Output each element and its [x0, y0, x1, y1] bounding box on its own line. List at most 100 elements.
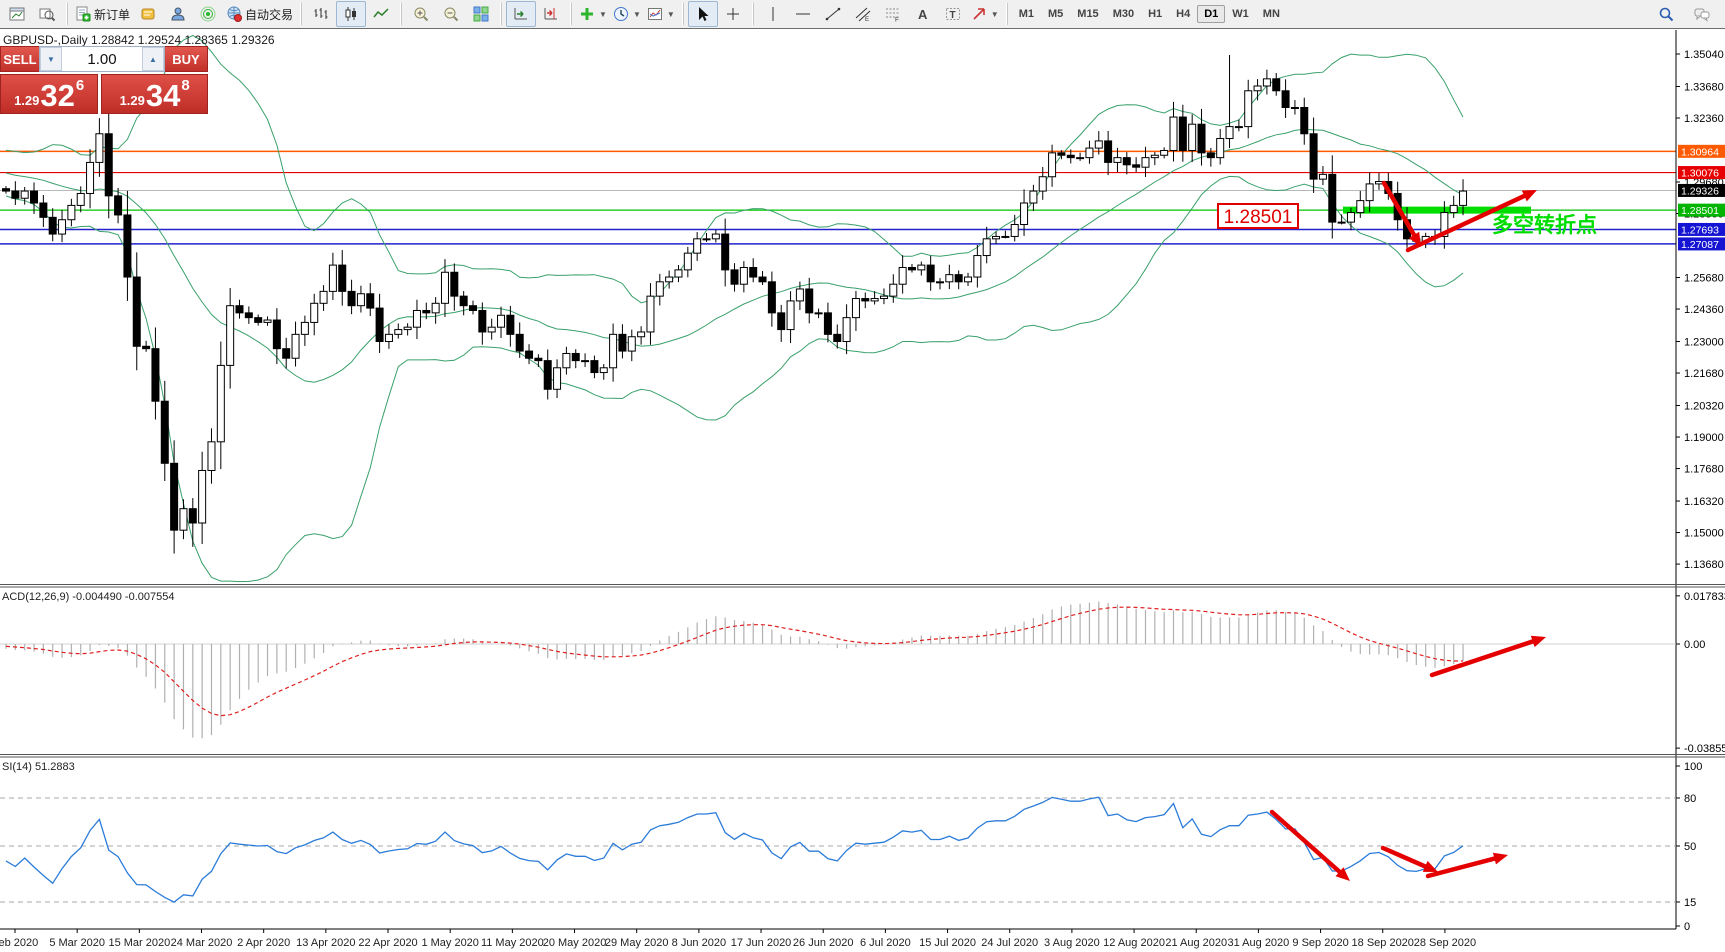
svg-text:-0.038559: -0.038559	[1684, 743, 1725, 755]
dropdown-arrow-icon: ▼	[632, 9, 641, 19]
trend-arrow-4[interactable]	[1269, 809, 1345, 877]
trend-arrow-3[interactable]	[1429, 637, 1539, 678]
price-label-box[interactable]	[1217, 203, 1299, 229]
timeframe-m15-button[interactable]: M15	[1077, 8, 1099, 20]
toolbar-separator	[400, 3, 403, 25]
candlesticks	[2, 54, 1468, 554]
toolbar-separator	[1005, 3, 1008, 25]
signals-button[interactable]	[193, 1, 223, 27]
bid-quote[interactable]: 1.29 32 6	[0, 74, 99, 114]
svg-text:6 Jul 2020: 6 Jul 2020	[860, 937, 911, 949]
volume-value[interactable]: 1.00	[87, 50, 117, 68]
periods-icon	[613, 7, 628, 21]
new-chart-button[interactable]	[2, 1, 32, 27]
chart-title: GBPUSD-,Daily 1.28842 1.29524 1.28365 1.…	[3, 33, 275, 47]
new-chart-icon	[9, 7, 25, 21]
fibonacci-button[interactable]: F	[878, 1, 908, 27]
chart-shift-button[interactable]	[536, 1, 566, 27]
text-label-button[interactable]: T	[938, 1, 968, 27]
timeframe-w1-button[interactable]: W1	[1232, 8, 1249, 20]
auto-scroll-button[interactable]	[506, 1, 537, 27]
zoom-out-button[interactable]	[436, 1, 466, 27]
buy-button[interactable]: BUY	[165, 46, 208, 72]
svg-text:50: 50	[1684, 841, 1696, 853]
experts-button[interactable]	[163, 1, 193, 27]
rsi-panel[interactable]	[0, 796, 1676, 903]
profiles-button[interactable]	[32, 1, 62, 27]
arrows-button[interactable]: ▼	[968, 1, 1002, 27]
cursor-button[interactable]	[687, 1, 718, 27]
rsi-axis: 100 80 50 15 0 SI(14) 51.2883	[2, 761, 1702, 933]
macd-signal-line	[5, 606, 1463, 717]
rsi-line	[5, 796, 1464, 903]
svg-text:T: T	[949, 10, 955, 21]
svg-text:15 Jul 2020: 15 Jul 2020	[919, 937, 976, 949]
trend-arrow-6[interactable]	[1425, 855, 1501, 879]
candlestick-style-button[interactable]	[336, 1, 367, 27]
svg-text:0.00: 0.00	[1684, 639, 1705, 651]
svg-text:1.27087: 1.27087	[1681, 239, 1719, 251]
trend-arrow-2[interactable]	[1405, 191, 1531, 253]
autotrading-button[interactable]: 自动交易	[223, 1, 296, 27]
search-button[interactable]	[1651, 1, 1681, 27]
volume-spinner: ▼ 1.00 ▲	[39, 46, 165, 72]
horizontal-line-button[interactable]	[788, 1, 818, 27]
indicators-button[interactable]: ▼	[576, 1, 610, 27]
text-button[interactable]: A	[908, 1, 938, 27]
horizontal-line-objects[interactable]	[0, 150, 1676, 245]
ask-quote[interactable]: 1.29 34 8	[101, 74, 208, 114]
macd-panel[interactable]	[0, 601, 1676, 739]
svg-text:2 Apr 2020: 2 Apr 2020	[237, 937, 290, 949]
timeframe-h4-button[interactable]: H4	[1176, 8, 1191, 20]
volume-increase-button[interactable]: ▲	[142, 47, 164, 71]
svg-text:20 May 2020: 20 May 2020	[543, 937, 607, 949]
svg-text:1.15000: 1.15000	[1684, 528, 1724, 540]
trend-arrow-1[interactable]	[1381, 180, 1419, 241]
tile-windows-button[interactable]	[466, 1, 496, 27]
svg-text:1.17680: 1.17680	[1684, 464, 1724, 476]
line-chart-style-button[interactable]	[366, 1, 396, 27]
svg-text:1.28501: 1.28501	[1681, 205, 1719, 217]
equidistant-channel-button[interactable]: E	[848, 1, 878, 27]
vertical-line-button[interactable]	[758, 1, 788, 27]
timeframe-m1-button[interactable]: M1	[1018, 8, 1034, 20]
timeframe-m5-button[interactable]: M5	[1048, 8, 1064, 20]
vertical-line-icon	[772, 7, 774, 21]
macd-label: ACD(12,26,9) -0.004490 -0.007554	[2, 591, 174, 603]
trend-arrow-5[interactable]	[1380, 845, 1432, 871]
timeframe-h1-button[interactable]: H1	[1148, 8, 1163, 20]
indicators-icon	[581, 8, 594, 20]
autotrading-label: 自动交易	[245, 7, 294, 22]
price-badge-1.27087	[1678, 237, 1725, 251]
chat-icon	[1694, 8, 1710, 22]
zoom-out-icon	[444, 7, 459, 22]
user-annotations[interactable]: 1.28501 多空转折点	[1217, 180, 1597, 885]
toolbar-separator	[300, 3, 303, 25]
dropdown-arrow-icon: ▼	[666, 9, 675, 19]
toolbar-separator	[66, 3, 68, 25]
signals-icon	[200, 6, 216, 22]
new-order-button[interactable]: 新订单	[72, 1, 133, 27]
periods-button[interactable]: ▼	[610, 1, 644, 27]
text-label-icon: T	[945, 8, 960, 21]
zoom-in-button[interactable]	[406, 1, 436, 27]
svg-text:1.30964: 1.30964	[1681, 146, 1719, 158]
timeframe-d1-button[interactable]: D1	[1197, 5, 1226, 23]
chat-button[interactable]	[1687, 1, 1717, 27]
zone-annotation-text[interactable]: 多空转折点	[1492, 213, 1597, 237]
sell-button[interactable]: SELL	[0, 46, 39, 72]
templates-button[interactable]: ▼	[644, 1, 678, 27]
bar-chart-style-button[interactable]	[306, 1, 336, 27]
volume-decrease-button[interactable]: ▼	[40, 47, 62, 71]
timeframe-m30-button[interactable]: M30	[1112, 8, 1135, 20]
svg-text:11 May 2020: 11 May 2020	[481, 937, 544, 949]
zoom-in-icon	[414, 7, 429, 22]
trendline-button[interactable]	[818, 1, 848, 27]
chart-canvas[interactable]: 1.350401.336801.323601.296801.283601.256…	[0, 30, 1725, 952]
metaeditor-button[interactable]	[133, 1, 163, 27]
templates-icon	[647, 8, 662, 20]
trendline-icon	[825, 7, 841, 21]
crosshair-button[interactable]	[718, 1, 748, 27]
timeframe-mn-button[interactable]: MN	[1262, 8, 1280, 20]
